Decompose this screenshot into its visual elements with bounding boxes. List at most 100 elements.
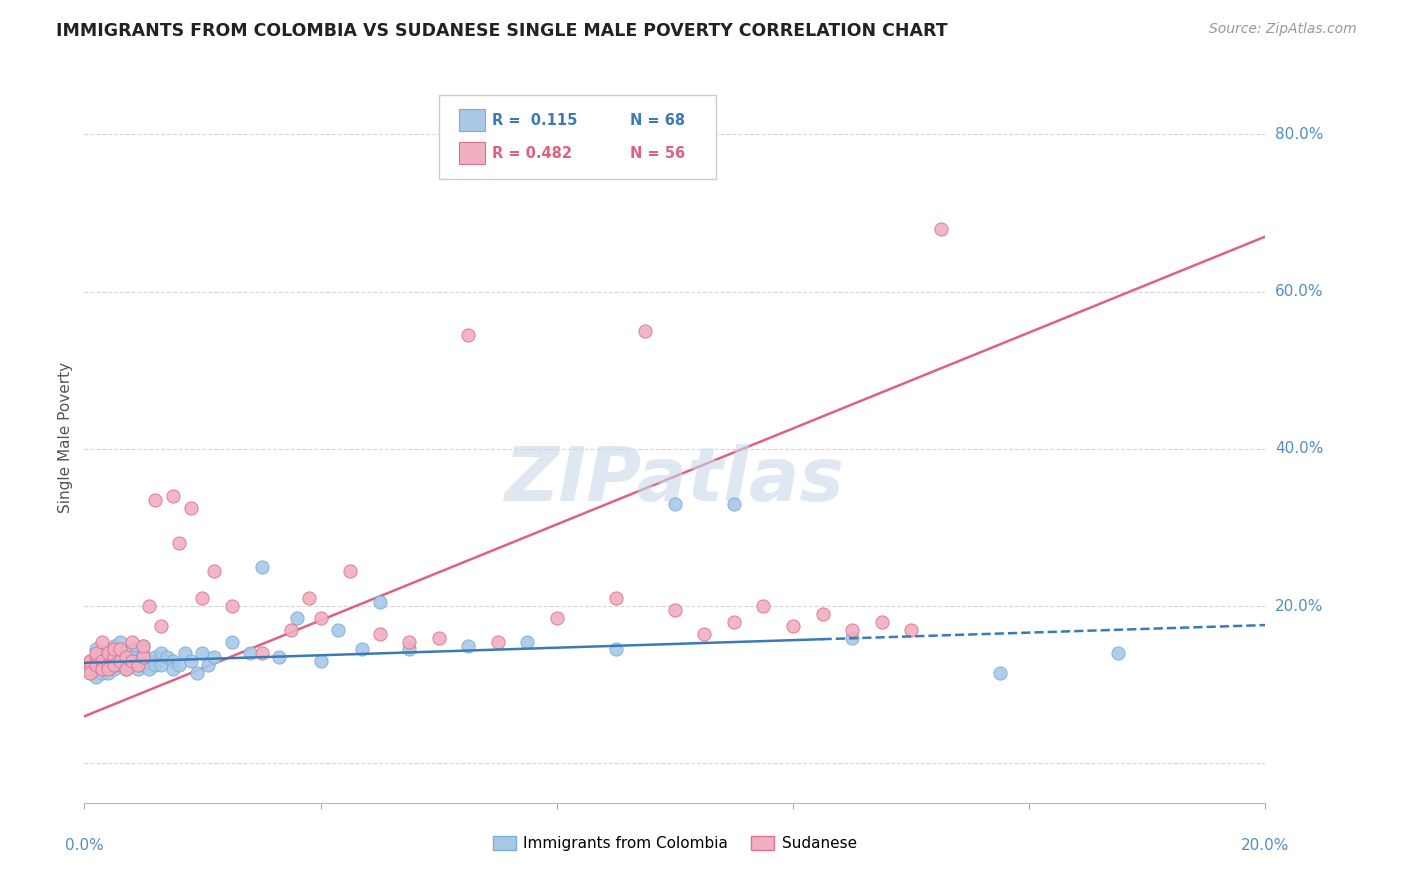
Point	[97, 662, 120, 676]
Text: 20.0%: 20.0%	[1241, 838, 1289, 853]
Point	[150, 646, 173, 660]
Text: R = 0.482: R = 0.482	[492, 145, 572, 161]
Point	[202, 564, 225, 578]
Point	[180, 654, 202, 668]
Point	[664, 497, 686, 511]
Point	[79, 662, 101, 676]
Point	[546, 611, 568, 625]
Point	[84, 658, 107, 673]
Text: ZIPatlas: ZIPatlas	[505, 444, 845, 517]
Point	[108, 650, 131, 665]
Point	[221, 634, 243, 648]
Point	[269, 650, 291, 665]
Point	[186, 666, 208, 681]
Point	[91, 666, 114, 681]
Point	[143, 493, 166, 508]
Point	[91, 650, 114, 665]
Point	[368, 626, 391, 640]
Point	[132, 639, 155, 653]
Point	[900, 623, 922, 637]
Point	[191, 591, 214, 606]
Point	[1107, 646, 1129, 660]
Point	[782, 619, 804, 633]
Point	[114, 662, 136, 676]
Point	[84, 646, 107, 660]
Point	[173, 646, 195, 660]
Point	[350, 642, 373, 657]
Point	[634, 324, 657, 338]
Point	[486, 634, 509, 648]
Point	[103, 654, 125, 668]
Point	[121, 634, 143, 648]
Point	[723, 615, 745, 629]
Point	[150, 619, 173, 633]
Point	[398, 642, 420, 657]
Point	[127, 654, 149, 668]
Point	[723, 497, 745, 511]
Point	[84, 642, 107, 657]
Point	[298, 591, 321, 606]
Point	[91, 634, 114, 648]
Point	[121, 650, 143, 665]
Point	[79, 654, 101, 668]
Point	[132, 650, 155, 665]
Point	[664, 603, 686, 617]
Y-axis label: Single Male Poverty: Single Male Poverty	[58, 361, 73, 513]
Point	[103, 646, 125, 660]
Point	[870, 615, 893, 629]
Point	[162, 489, 184, 503]
Point	[91, 646, 114, 660]
Point	[693, 626, 716, 640]
Point	[121, 642, 143, 657]
Point	[167, 658, 190, 673]
Point	[191, 646, 214, 660]
Point	[103, 662, 125, 676]
Point	[516, 634, 538, 648]
Point	[97, 654, 120, 668]
Text: R =  0.115: R = 0.115	[492, 113, 578, 128]
Point	[180, 500, 202, 515]
Point	[127, 662, 149, 676]
Text: IMMIGRANTS FROM COLOMBIA VS SUDANESE SINGLE MALE POVERTY CORRELATION CHART: IMMIGRANTS FROM COLOMBIA VS SUDANESE SIN…	[56, 22, 948, 40]
Point	[108, 642, 131, 657]
Point	[97, 642, 120, 657]
Point	[84, 670, 107, 684]
Point	[250, 559, 273, 574]
Point	[143, 650, 166, 665]
Point	[197, 658, 219, 673]
Point	[162, 654, 184, 668]
Legend: Immigrants from Colombia, Sudanese: Immigrants from Colombia, Sudanese	[486, 830, 863, 857]
Point	[108, 634, 131, 648]
Point	[605, 591, 627, 606]
Point	[121, 658, 143, 673]
Point	[103, 658, 125, 673]
Point	[114, 654, 136, 668]
Text: 20.0%: 20.0%	[1275, 599, 1323, 614]
Point	[841, 623, 863, 637]
Point	[91, 662, 114, 676]
Point	[121, 654, 143, 668]
Point	[79, 658, 101, 673]
Point	[97, 658, 120, 673]
Text: N = 68: N = 68	[630, 113, 685, 128]
FancyBboxPatch shape	[439, 95, 716, 179]
Point	[457, 327, 479, 342]
Point	[91, 654, 114, 668]
Point	[84, 662, 107, 676]
Point	[103, 642, 125, 657]
Text: 40.0%: 40.0%	[1275, 442, 1323, 457]
Point	[162, 662, 184, 676]
Text: 0.0%: 0.0%	[65, 838, 104, 853]
Point	[103, 658, 125, 673]
Point	[103, 639, 125, 653]
Point	[841, 631, 863, 645]
Point	[114, 662, 136, 676]
Point	[339, 564, 361, 578]
Point	[457, 639, 479, 653]
Point	[811, 607, 834, 621]
Point	[114, 646, 136, 660]
Text: N = 56: N = 56	[630, 145, 685, 161]
Point	[79, 654, 101, 668]
Point	[103, 650, 125, 665]
Point	[929, 221, 952, 235]
